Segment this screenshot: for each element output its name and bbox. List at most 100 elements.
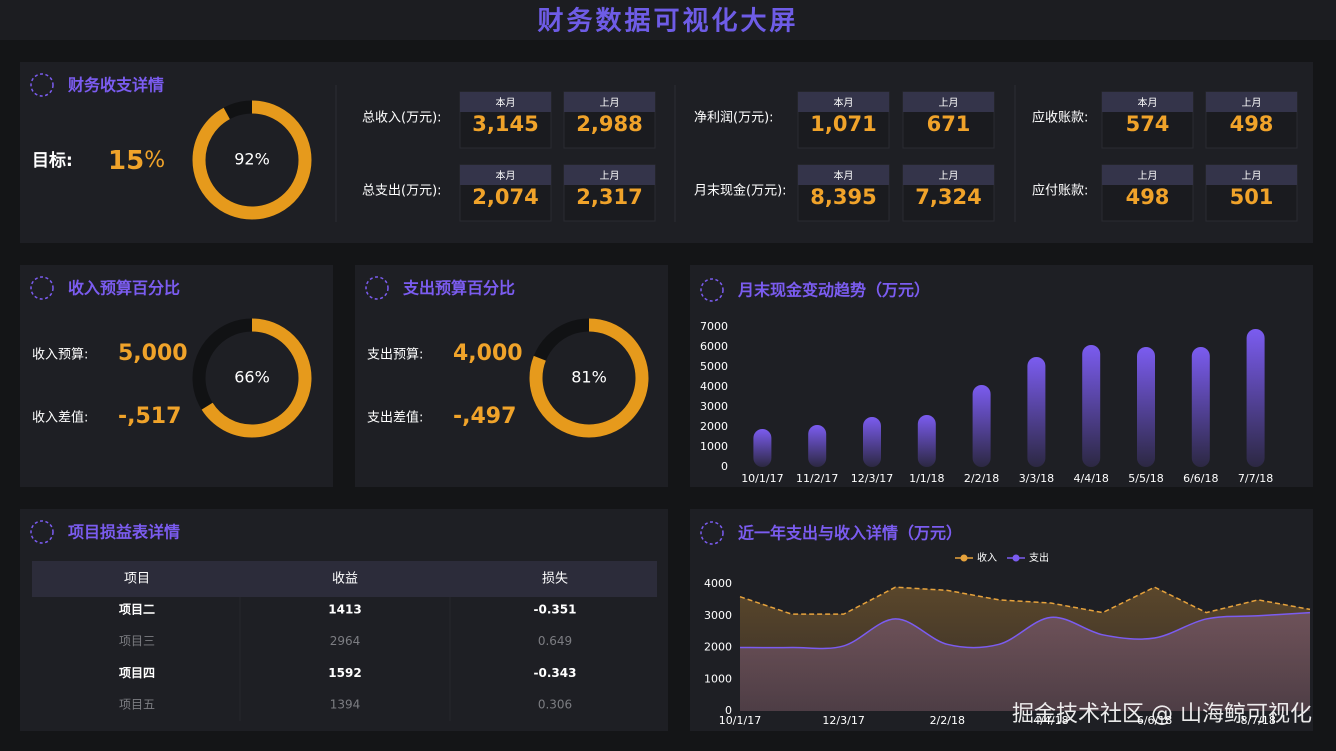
gauge-label: 66% [234, 368, 270, 387]
y-tick-label: 2000 [704, 641, 732, 654]
legend-marker [960, 554, 968, 562]
panel [20, 509, 668, 731]
table-cell: 1592 [328, 666, 361, 680]
panel-icon [700, 278, 724, 302]
metric-period: 本月 [834, 96, 854, 109]
table-cell: 2964 [330, 634, 361, 648]
x-tick-label: 1/1/18 [909, 472, 944, 485]
y-tick-label: 7000 [700, 320, 728, 333]
metric-card-header [1206, 165, 1297, 185]
x-tick-label: 10/1/17 [741, 472, 783, 485]
metric-value: 574 [1126, 112, 1170, 136]
y-tick-label: 3000 [700, 400, 728, 413]
metric-label: 总收入(万元): [362, 111, 442, 126]
x-tick-label: 2/2/18 [930, 714, 965, 727]
metric-value: 2,988 [576, 112, 642, 136]
budget-value: 5,000 [118, 341, 188, 366]
x-tick-label: 7/7/18 [1238, 472, 1273, 485]
series-line [739, 586, 1311, 615]
page-title: 财务数据可视化大屏 [537, 7, 798, 37]
metric-value: 8,395 [810, 185, 876, 209]
metric-value: 2,317 [576, 185, 642, 209]
y-tick-label: 3000 [704, 609, 732, 622]
header-bar [0, 0, 1336, 40]
table-header-cell: 收益 [332, 572, 358, 587]
x-tick-label: 6/6/18 [1183, 472, 1218, 485]
bar [1082, 345, 1101, 467]
table-cell: 项目五 [119, 698, 155, 712]
metric-label: 月末现金(万元): [694, 183, 787, 199]
panel-title: 财务收支详情 [67, 76, 164, 95]
target-unit: % [144, 148, 165, 173]
table-cell: 0.649 [538, 634, 572, 648]
metric-period: 上月 [1242, 97, 1262, 109]
legend-marker [1012, 554, 1020, 562]
x-tick-label: 5/5/18 [1128, 472, 1163, 485]
metric-period: 上月 [1242, 170, 1262, 182]
table-cell: 项目四 [119, 666, 155, 680]
metric-label: 应付账款: [1032, 183, 1088, 199]
metric-card-header [903, 92, 994, 112]
table-header-cell: 损失 [542, 572, 568, 587]
y-tick-label: 1000 [704, 672, 732, 685]
legend-label: 收入 [977, 551, 997, 564]
panel-icon [365, 276, 389, 300]
y-tick-label: 1000 [700, 440, 728, 453]
y-tick-label: 2000 [700, 420, 728, 433]
metric-card-header [564, 92, 655, 112]
table-cell: 项目三 [119, 634, 155, 648]
budget-label: 支出预算: [367, 348, 423, 363]
panel [355, 265, 668, 487]
panel-icon [30, 520, 54, 544]
bar [1137, 347, 1155, 467]
panel-title: 项目损益表详情 [68, 523, 180, 542]
table-cell: -0.343 [534, 666, 577, 680]
table-cell: 项目二 [119, 603, 155, 617]
metric-card-header [1102, 92, 1193, 112]
panel-title: 收入预算百分比 [68, 279, 180, 298]
x-tick-label: 6/6/18 [1137, 714, 1172, 727]
table-cell: 0.306 [538, 698, 572, 712]
panel-title: 月末现金变动趋势（万元） [737, 281, 930, 300]
metric-card-header [1102, 165, 1193, 185]
table-header [32, 561, 657, 597]
area-fill [740, 612, 1310, 711]
bar [1246, 329, 1265, 467]
metric-card-header [564, 165, 655, 185]
metric-label: 净利润(万元): [694, 111, 774, 126]
y-tick-label: 0 [721, 460, 728, 473]
budget-label: 收入差值: [32, 410, 88, 426]
budget-value: -,497 [453, 404, 516, 429]
table-cell: 1413 [328, 603, 361, 617]
watermark: 掘金技术社区 @ 山海鲸可视化 [1012, 702, 1312, 727]
x-tick-label: 11/2/17 [796, 472, 838, 485]
metric-value: 498 [1230, 112, 1274, 136]
gauge-label: 92% [234, 150, 270, 169]
metric-card-header [460, 165, 551, 185]
metric-card-header [903, 165, 994, 185]
bar [753, 429, 772, 467]
gauge-label: 81% [571, 368, 607, 387]
x-tick-label: 8/7/18 [1240, 714, 1275, 727]
bar [863, 417, 881, 467]
metric-period: 上月 [600, 170, 620, 182]
budget-value: -,517 [118, 404, 181, 429]
metric-value: 671 [927, 112, 971, 136]
x-tick-label: 3/3/18 [1019, 472, 1054, 485]
metric-value: 3,145 [472, 112, 538, 136]
bar [1027, 357, 1046, 467]
x-tick-label: 4/4/18 [1033, 714, 1068, 727]
x-tick-label: 12/3/17 [851, 472, 893, 485]
bar [917, 415, 936, 467]
panel-title: 近一年支出与收入详情（万元） [738, 524, 962, 543]
y-tick-label: 4000 [700, 380, 728, 393]
metric-value: 2,074 [472, 185, 538, 209]
metric-value: 7,324 [915, 185, 981, 209]
gauge-arc [529, 318, 649, 438]
x-tick-label: 10/1/17 [719, 714, 761, 727]
bar [808, 425, 827, 467]
metric-label: 应收账款: [1032, 110, 1088, 126]
series-line [739, 611, 1311, 650]
